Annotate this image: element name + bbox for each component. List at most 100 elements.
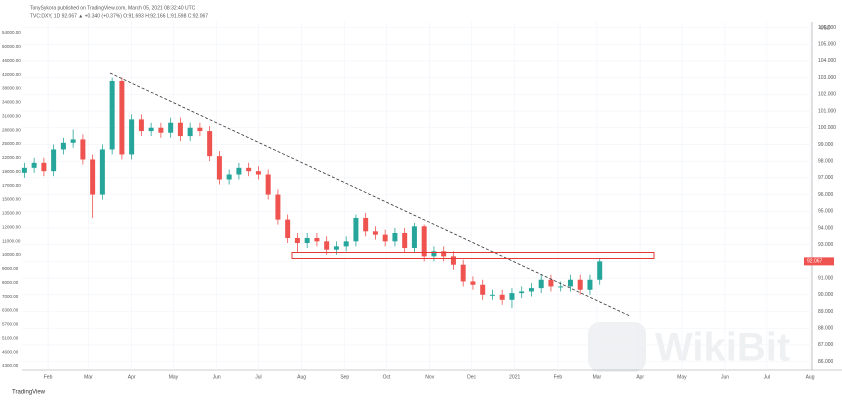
candle-body	[314, 237, 320, 242]
last-price-box	[804, 257, 834, 266]
candle-body	[548, 279, 554, 287]
x-tick-label: Dec	[467, 374, 476, 380]
candle-body	[168, 122, 174, 133]
y-tick-label: 90.000	[818, 292, 834, 298]
candle-body	[431, 251, 437, 257]
candle-body	[567, 279, 573, 287]
left-axis-label: 13500.00	[2, 211, 21, 216]
y-tick-label: 105.000	[818, 42, 836, 48]
watermark-text: WikiBit	[655, 326, 790, 370]
candle-body	[294, 237, 300, 244]
watermark: WikiBit	[588, 322, 790, 372]
candle-body	[480, 284, 486, 295]
candle-body	[99, 149, 105, 195]
candle-body	[509, 293, 515, 300]
candle-body	[109, 80, 115, 150]
x-tick-label: Jun	[213, 374, 221, 380]
candle-body	[197, 127, 203, 132]
candle-body	[441, 251, 447, 257]
candle-body	[285, 219, 291, 238]
x-tick-label: May	[677, 374, 687, 380]
candle-body	[382, 234, 388, 242]
y-tick-label: 100.000	[818, 125, 836, 131]
candle-body	[402, 232, 408, 249]
candle-body	[343, 241, 349, 247]
resistance-zone	[291, 252, 655, 259]
candle-body	[558, 286, 564, 288]
left-axis-label: 28000.00	[2, 127, 21, 132]
y-tick-label: 102.000	[818, 92, 836, 98]
candle-body	[411, 226, 417, 249]
last-price-label: 92.067	[807, 259, 823, 265]
y-tick-label: 101.000	[818, 108, 836, 114]
candle-body	[460, 264, 466, 282]
candle-body	[519, 291, 525, 294]
left-axis-label: 7000.00	[2, 294, 19, 299]
candle-body	[353, 217, 359, 242]
left-axis-label: 38000.00	[2, 86, 21, 91]
candle-body	[246, 167, 252, 172]
left-axis-label: 34000.00	[2, 100, 21, 105]
x-tick-label: Jul	[255, 374, 261, 380]
chart-title: TVC:DXY, 1D 92.067 ▲ +0.340 (+0.37%) O:9…	[30, 13, 208, 19]
source: TradingView	[12, 390, 46, 396]
candle-body	[138, 119, 144, 132]
y-tick-label: 106.000	[818, 25, 836, 31]
candle-body	[587, 279, 593, 290]
x-tick-label: Sep	[340, 374, 349, 380]
left-axis-label: 8000.00	[2, 280, 19, 285]
candle-body	[372, 231, 378, 235]
x-tick-label: Mar	[84, 374, 93, 380]
x-tick-label: Mar	[593, 374, 602, 380]
left-axis-label: 17000.00	[2, 183, 21, 188]
candle-body	[528, 288, 534, 292]
candle-body	[41, 162, 47, 172]
candle-body	[60, 142, 66, 150]
publisher: TonySykora published on TradingView.com,…	[30, 5, 196, 11]
y-tick-label: 93.000	[818, 242, 834, 248]
candle-body	[499, 294, 505, 300]
left-axis-label: 22000.00	[2, 155, 21, 160]
y-tick-label: 96.000	[818, 192, 834, 198]
candle-body	[450, 256, 456, 265]
left-axis-label: 5700.00	[2, 322, 19, 327]
unit: USD	[820, 25, 831, 31]
trend-line	[109, 72, 631, 317]
candle-body	[129, 119, 135, 155]
left-axis-label: 31000.00	[2, 113, 21, 118]
x-tick-label: Feb	[44, 374, 53, 380]
left-axis-label: 9000.00	[2, 266, 19, 271]
left-axis-label: 46000.00	[2, 58, 21, 63]
left-axis-label: 19000.00	[2, 169, 21, 174]
candle-body	[275, 194, 281, 220]
candle-body	[158, 127, 164, 133]
candle-body	[392, 232, 398, 242]
left-axis-label: 25000.00	[2, 141, 21, 146]
left-axis-label: 4600.00	[2, 349, 19, 354]
candle-body	[207, 131, 213, 157]
x-tick-label: 2021	[509, 374, 520, 380]
x-tick-label: Apr	[128, 374, 136, 380]
left-axis-label: 4300.00	[2, 363, 19, 368]
y-tick-label: 103.000	[818, 75, 836, 81]
x-tick-label: Aug	[806, 374, 815, 380]
candle-body	[177, 122, 183, 137]
candle-body	[470, 281, 476, 285]
x-tick-label: Apr	[636, 374, 644, 380]
y-tick-label: 99.000	[818, 142, 834, 148]
left-axis-label: 42000.00	[2, 72, 21, 77]
candle-body	[216, 156, 222, 180]
candle-body	[90, 159, 96, 195]
left-axis-label: 6300.00	[2, 308, 19, 313]
candle-body	[80, 139, 86, 160]
y-tick-label: 89.000	[818, 309, 834, 315]
candle-body	[363, 217, 369, 232]
candle-body	[148, 127, 154, 132]
y-tick-label: 98.000	[818, 158, 834, 164]
candle-body	[538, 279, 544, 289]
x-tick-label: Jun	[721, 374, 729, 380]
candle-body	[421, 226, 427, 257]
candle-body	[265, 174, 271, 195]
